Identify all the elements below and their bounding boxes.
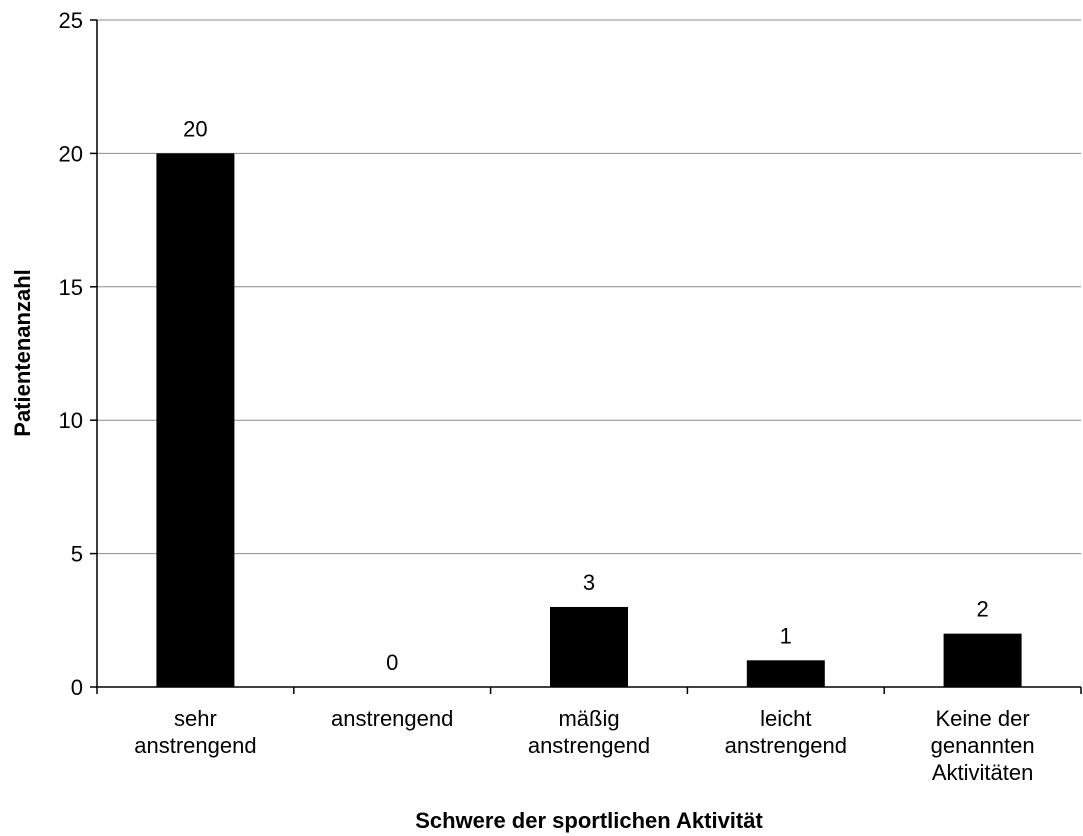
- y-tick-label: 5: [71, 542, 83, 567]
- data-label: 1: [780, 623, 792, 648]
- axes: [90, 19, 1082, 694]
- y-axis-title: Patientenanzahl: [10, 269, 35, 436]
- y-tick-label: 20: [59, 141, 83, 166]
- bar: [746, 660, 825, 687]
- data-label: 2: [976, 597, 988, 622]
- category-label: leicht: [760, 706, 811, 731]
- bar: [550, 606, 628, 687]
- bars: [156, 153, 1022, 687]
- data-labels: 20 0 3 1 2: [183, 116, 989, 675]
- data-label: 3: [583, 570, 595, 595]
- y-tick-labels: 0 5 10 15 20 25: [59, 8, 83, 700]
- category-label: genannten: [931, 733, 1035, 758]
- category-label: Keine der: [936, 706, 1030, 731]
- category-label: mäßig: [558, 706, 619, 731]
- bar: [156, 153, 235, 687]
- category-label: anstrengend: [134, 733, 256, 758]
- category-label: Aktivitäten: [932, 760, 1034, 785]
- data-label: 0: [386, 650, 398, 675]
- data-label: 20: [183, 116, 207, 141]
- category-label: anstrengend: [331, 706, 453, 731]
- category-label: sehr: [174, 706, 217, 731]
- y-tick-label: 15: [59, 275, 83, 300]
- gridlines: [97, 19, 1081, 555]
- y-tick-label: 10: [59, 408, 83, 433]
- category-label: anstrengend: [528, 733, 650, 758]
- bar: [943, 633, 1022, 687]
- x-axis-title: Schwere der sportlichen Aktivität: [415, 808, 763, 833]
- y-tick-label: 0: [71, 675, 83, 700]
- category-label: anstrengend: [725, 733, 847, 758]
- y-tick-label: 25: [59, 8, 83, 33]
